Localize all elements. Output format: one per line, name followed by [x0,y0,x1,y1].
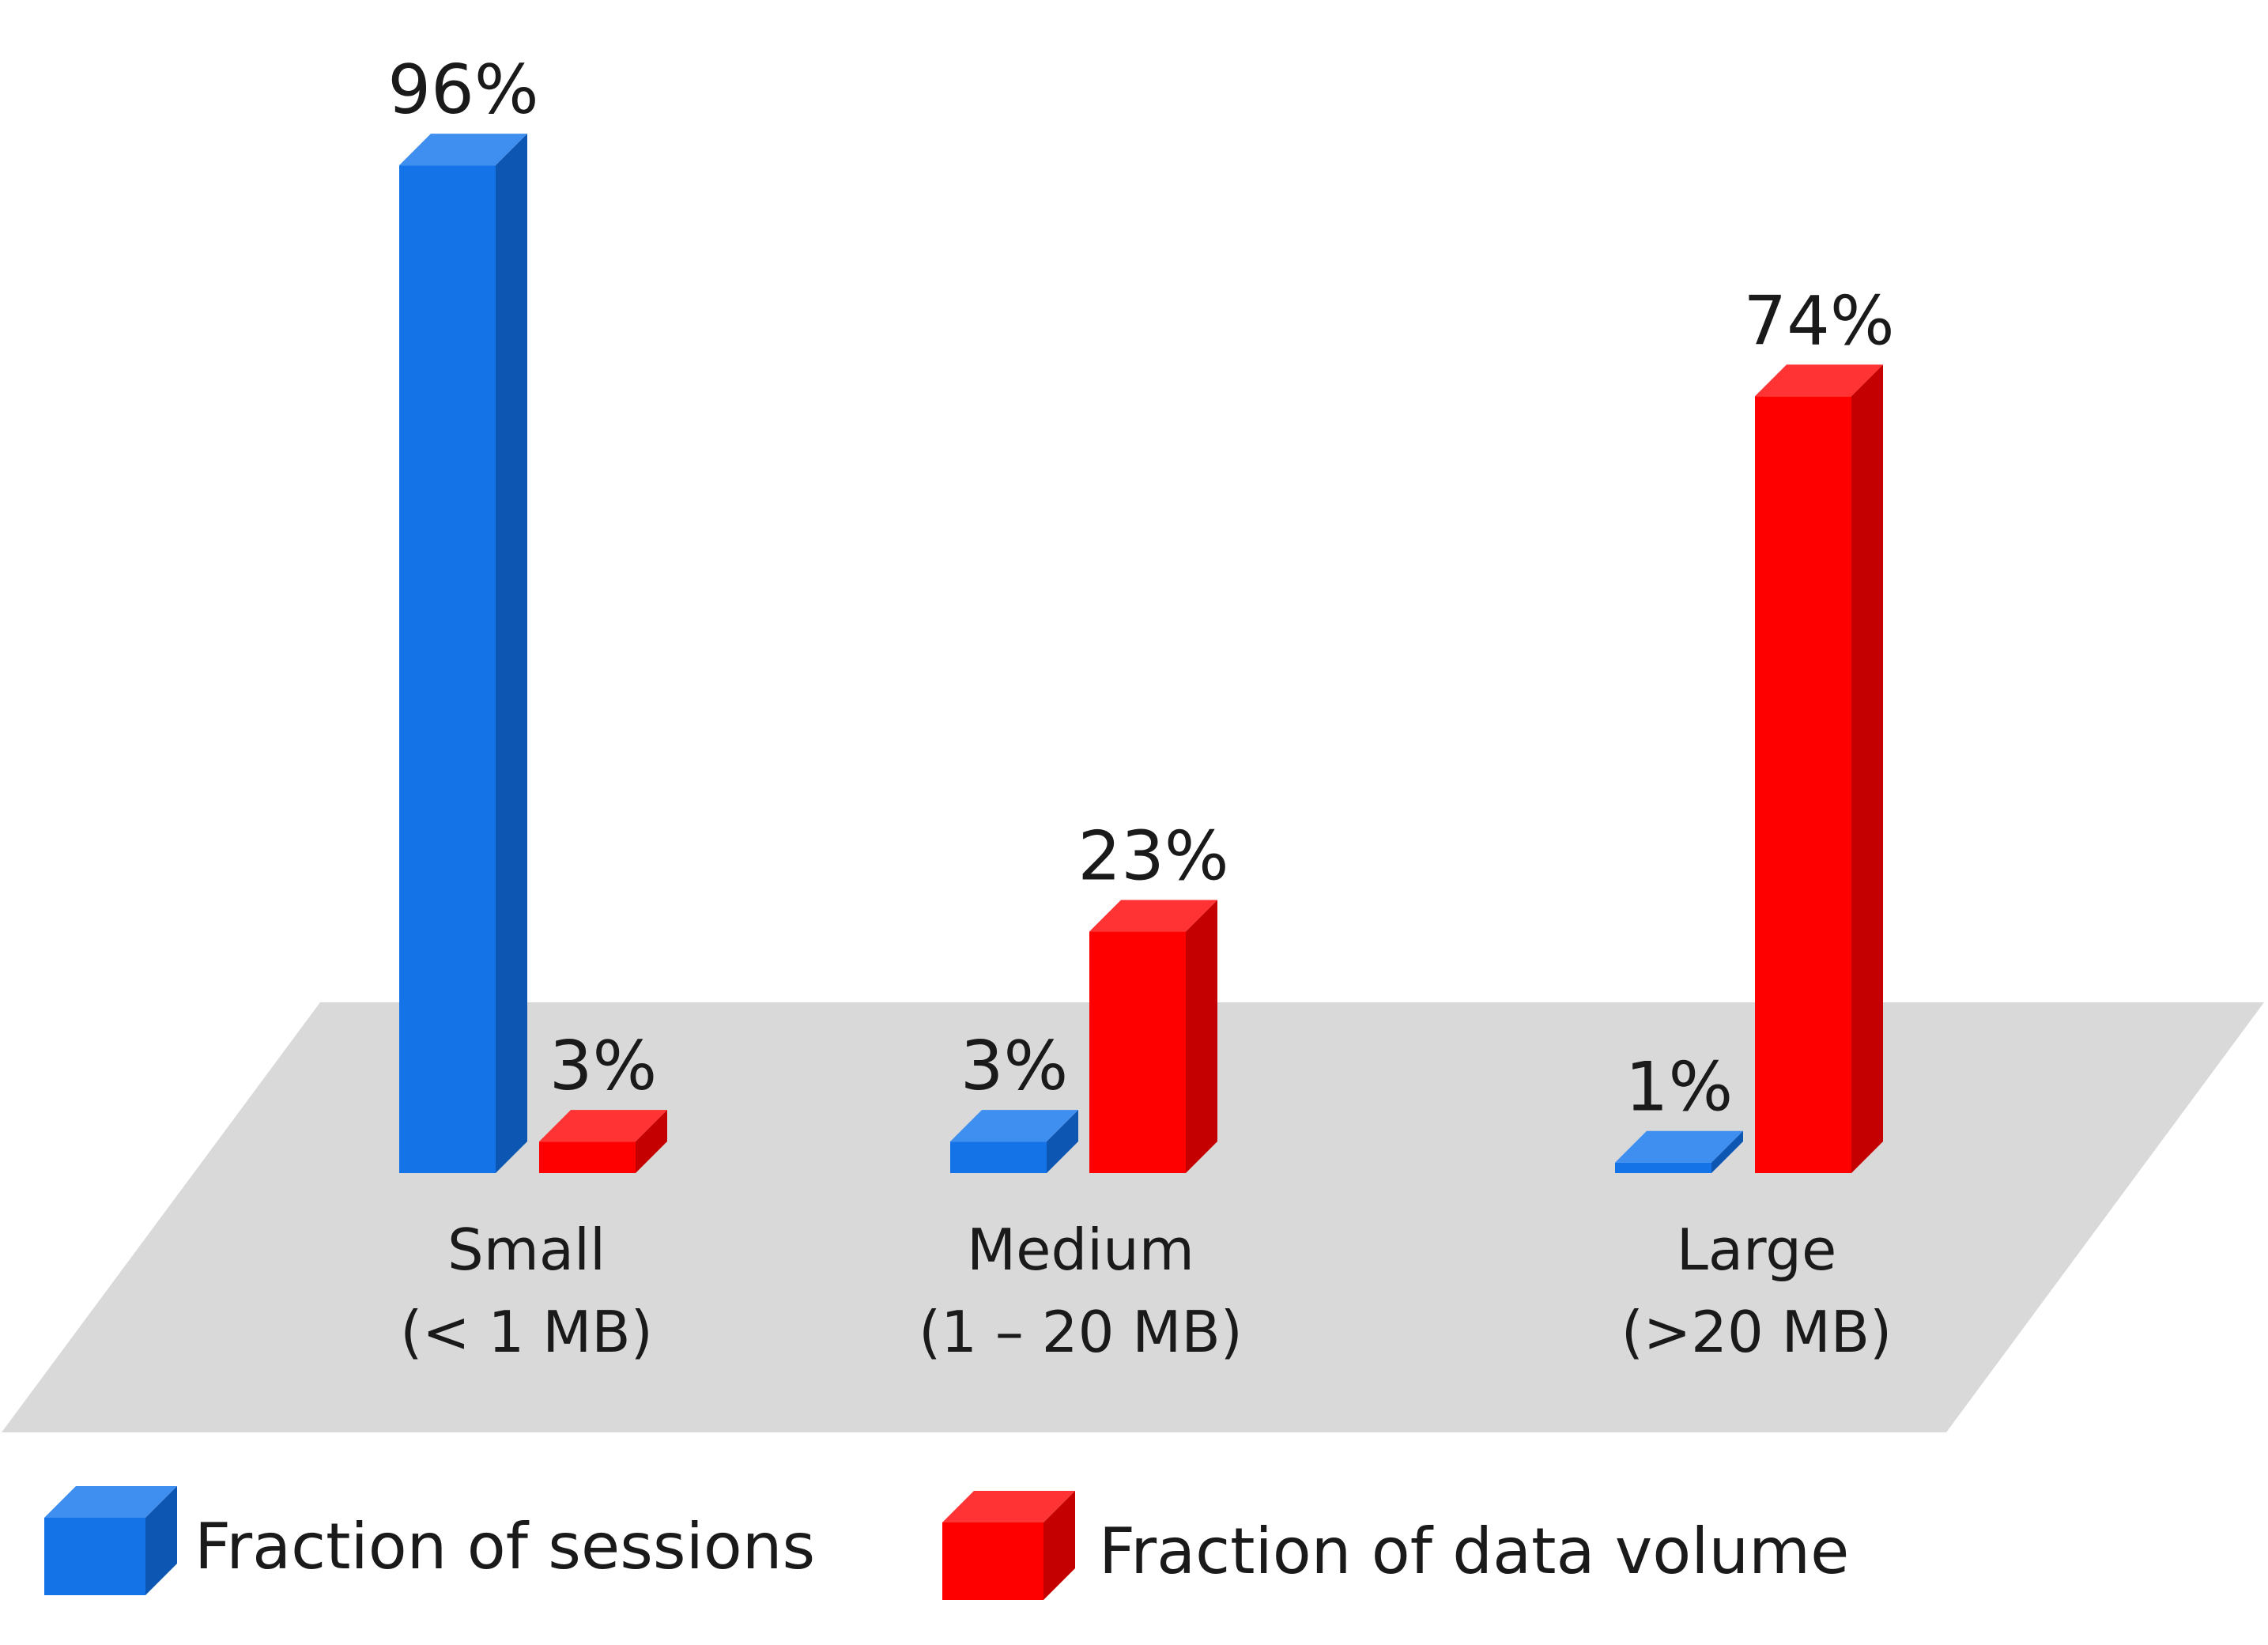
bar-fraction-of-sessions-large-top [1615,1130,1743,1163]
legend-swatch-fraction-of-data-volume [942,1491,1075,1600]
data-label-fraction-of-sessions-medium: 3% [960,1027,1068,1106]
legend: Fraction of sessions Fraction of data vol… [44,1486,1849,1600]
bar-fraction-of-data-volume-large [1755,364,1883,1173]
bar-fraction-of-data-volume-large-top [1755,364,1883,397]
category-range-small: (< 1 MB) [400,1299,653,1365]
category-label-large: Large [1677,1217,1837,1283]
bar-fraction-of-sessions-small-side [496,134,527,1173]
legend-label-fraction-of-data-volume: Fraction of data volume [1099,1515,1849,1588]
data-label-fraction-of-data-volume-small: 3% [549,1027,657,1106]
data-label-fraction-of-data-volume-large: 74% [1743,281,1894,360]
bar-fraction-of-data-volume-medium-front [1089,931,1186,1173]
category-range-large: (>20 MB) [1621,1299,1893,1365]
bar-fraction-of-data-volume-large-side [1851,364,1883,1173]
legend-item-fraction-of-data-volume: Fraction of data volume [942,1491,1849,1600]
legend-swatch-fraction-of-sessions [44,1486,177,1595]
category-label-medium: Medium [967,1217,1194,1283]
chart-floor [2,1002,2264,1432]
category-label-small: Small [447,1217,606,1283]
bar-fraction-of-sessions-small-top [399,134,527,166]
bar-fraction-of-data-volume-small-top [539,1110,667,1142]
legend-swatch-fraction-of-sessions-side [145,1486,177,1595]
legend-swatch-fraction-of-data-volume-side [1043,1491,1075,1600]
bar-fraction-of-data-volume-medium-side [1186,900,1217,1173]
bar-fraction-of-sessions-medium-top [950,1110,1078,1142]
label-group: 96% 3% 1% 3% 23% 74% Small (< 1 MB) Medium (1 – 2… [387,51,1894,1365]
legend-swatch-fraction-of-data-volume-top [942,1491,1075,1522]
bar-fraction-of-data-volume-medium-top [1089,900,1217,932]
bar-fraction-of-sessions-medium-side [1047,1110,1078,1173]
bar-fraction-of-sessions-small-front [399,165,496,1173]
legend-label-fraction-of-sessions: Fraction of sessions [194,1510,815,1583]
bar-group [399,134,1883,1173]
bar-fraction-of-sessions-large-front [1615,1162,1711,1173]
bar-fraction-of-data-volume-medium [1089,900,1217,1173]
bar-fraction-of-data-volume-large-front [1755,396,1851,1173]
bar-fraction-of-sessions-medium [950,1110,1078,1173]
legend-swatch-fraction-of-sessions-front [44,1518,145,1595]
data-label-fraction-of-sessions-small: 96% [387,51,538,130]
data-label-fraction-of-data-volume-medium: 23% [1077,817,1228,896]
legend-swatch-fraction-of-sessions-top [44,1486,177,1518]
bar-fraction-of-data-volume-small-front [539,1141,636,1173]
data-label-fraction-of-sessions-large: 1% [1625,1048,1733,1127]
bar-fraction-of-sessions-small [399,134,527,1173]
legend-swatch-fraction-of-data-volume-front [942,1522,1043,1600]
bar-fraction-of-data-volume-small-side [636,1110,667,1173]
category-range-medium: (1 – 20 MB) [919,1299,1243,1365]
bar-fraction-of-data-volume-small [539,1110,667,1173]
bar-fraction-of-sessions-large [1615,1130,1743,1173]
bar-fraction-of-sessions-medium-front [950,1141,1047,1173]
bar-fraction-of-sessions-large-side [1711,1130,1743,1173]
legend-item-fraction-of-sessions: Fraction of sessions [44,1486,815,1595]
